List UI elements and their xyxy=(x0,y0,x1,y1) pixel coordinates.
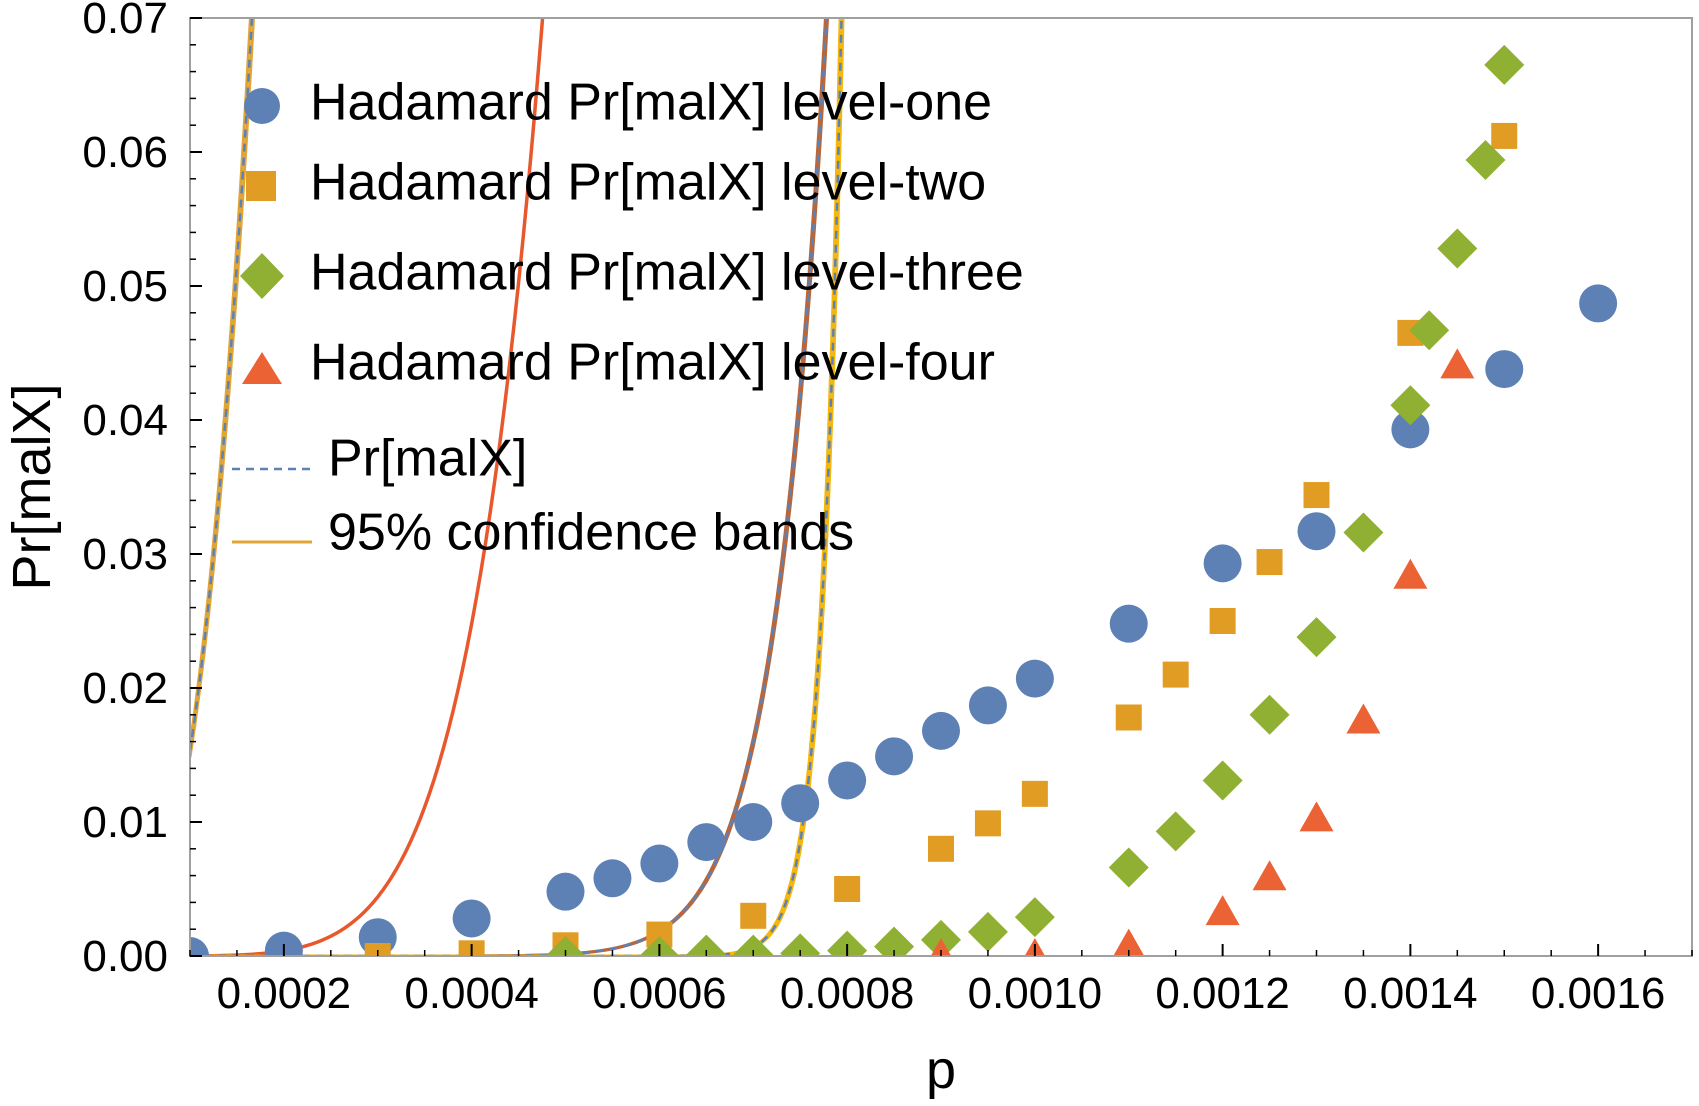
series-3-point xyxy=(1014,897,1055,938)
series-3-point xyxy=(1202,760,1243,801)
series-4-point xyxy=(1205,895,1240,926)
series-3-point xyxy=(1155,811,1196,852)
series-1-point xyxy=(1109,604,1148,643)
series-1-point xyxy=(968,686,1007,725)
x-tick-label: 0.0012 xyxy=(1155,969,1290,1018)
series-2-point xyxy=(1209,608,1236,634)
series-1-point xyxy=(640,844,679,883)
y-axis-title: Pr[malX] xyxy=(2,383,62,590)
y-tick-label: 0.02 xyxy=(82,664,168,713)
series-4-point xyxy=(930,938,952,956)
legend-label-band: 95% confidence bands xyxy=(328,504,854,562)
series-1-point xyxy=(593,859,632,898)
series-4-point xyxy=(1113,928,1145,956)
series-2-point xyxy=(834,876,861,902)
y-tick-label: 0.01 xyxy=(82,798,168,847)
series-3-point xyxy=(1296,617,1337,658)
legend-label-level-one: Hadamard Pr[malX] level-one xyxy=(310,74,992,132)
data-points xyxy=(190,44,1618,956)
legend-label-level-three: Hadamard Pr[malX] level-three xyxy=(310,244,1024,302)
x-tick-label: 0.0004 xyxy=(404,969,539,1018)
series-3-point xyxy=(545,936,586,956)
series-1-point xyxy=(190,937,209,956)
series-4-point xyxy=(1299,801,1334,832)
series-3-point xyxy=(1390,385,1431,426)
legend-marker-level-three xyxy=(240,253,284,299)
series-2-point xyxy=(1303,482,1330,509)
series-2-point xyxy=(1021,780,1048,807)
x-tick-label: 0.0002 xyxy=(217,969,352,1018)
series-2-point xyxy=(1256,549,1283,576)
series-3-point xyxy=(780,933,821,956)
series-1-point xyxy=(1579,284,1618,323)
series-3-point xyxy=(1249,694,1290,735)
series-1-point xyxy=(1391,410,1430,449)
legend-marker-level-one xyxy=(244,88,280,124)
y-tick-label: 0.07 xyxy=(82,0,168,43)
y-tick-label: 0.00 xyxy=(82,932,168,981)
series-3-point xyxy=(686,934,727,956)
series-1-point xyxy=(1297,512,1336,551)
series-3-point xyxy=(733,934,774,956)
x-tick-label: 0.0016 xyxy=(1531,969,1666,1018)
x-tick-label: 0.0014 xyxy=(1343,969,1478,1018)
series-3-point xyxy=(1343,512,1384,553)
series-2-point xyxy=(740,902,767,929)
series-1-point xyxy=(1485,350,1524,389)
series-2-point xyxy=(1162,661,1189,688)
y-tick-label: 0.06 xyxy=(82,128,168,177)
series-1-point xyxy=(922,711,960,750)
series-1-mean-fit-line xyxy=(190,18,254,752)
series-1-lower-band-line xyxy=(190,18,256,758)
series-1-point xyxy=(264,931,303,956)
series-1-point xyxy=(452,899,491,938)
series-4-point xyxy=(1346,703,1381,734)
series-4-point xyxy=(1393,558,1428,589)
series-3-point xyxy=(1437,228,1478,269)
series-2-point xyxy=(364,943,391,956)
legend-label-mean: Pr[malX] xyxy=(328,430,527,488)
legend: Hadamard Pr[malX] level-one Hadamard Pr[… xyxy=(232,74,1024,562)
x-tick-label: 0.0010 xyxy=(968,969,1103,1018)
series-2-point xyxy=(928,835,954,862)
series-1-point xyxy=(687,823,726,862)
legend-label-level-two: Hadamard Pr[malX] level-two xyxy=(310,154,986,212)
y-tick-label: 0.04 xyxy=(82,396,168,445)
y-tick-label: 0.05 xyxy=(82,262,168,311)
series-2-point xyxy=(1491,122,1518,149)
series-2-point xyxy=(974,810,1001,837)
series-3-point xyxy=(1465,140,1506,181)
series-1-point xyxy=(1015,659,1054,698)
series-3-point xyxy=(1108,847,1149,888)
series-3-point xyxy=(921,919,961,956)
series-3-point xyxy=(1484,44,1525,85)
series-1-point xyxy=(734,803,773,841)
legend-marker-level-two xyxy=(246,171,276,201)
axes: 0.0002 0.0004 0.0006 0.0008 0.0010 0.0012 0.00… xyxy=(82,0,1693,1018)
legend-marker-level-four xyxy=(242,352,282,384)
series-1-point xyxy=(828,761,867,800)
x-axis-title: p xyxy=(926,1040,956,1100)
series-1-point xyxy=(546,872,585,911)
series-3-point xyxy=(967,911,1008,952)
series-1-point xyxy=(781,784,820,823)
series-3-point xyxy=(874,926,915,956)
series-2-fit-line xyxy=(190,18,545,956)
x-tick-label: 0.0006 xyxy=(592,969,727,1018)
series-1-point xyxy=(875,737,914,776)
series-1-point xyxy=(1203,544,1242,583)
y-tick-label: 0.03 xyxy=(82,530,168,579)
series-2-point xyxy=(1115,704,1142,731)
series-4-point xyxy=(1440,348,1475,379)
series-3-point xyxy=(827,930,868,956)
series-3-point xyxy=(1409,310,1450,351)
x-tick-label: 0.0008 xyxy=(780,969,915,1018)
series-4-point xyxy=(1252,860,1287,891)
legend-label-level-four: Hadamard Pr[malX] level-four xyxy=(310,334,995,392)
